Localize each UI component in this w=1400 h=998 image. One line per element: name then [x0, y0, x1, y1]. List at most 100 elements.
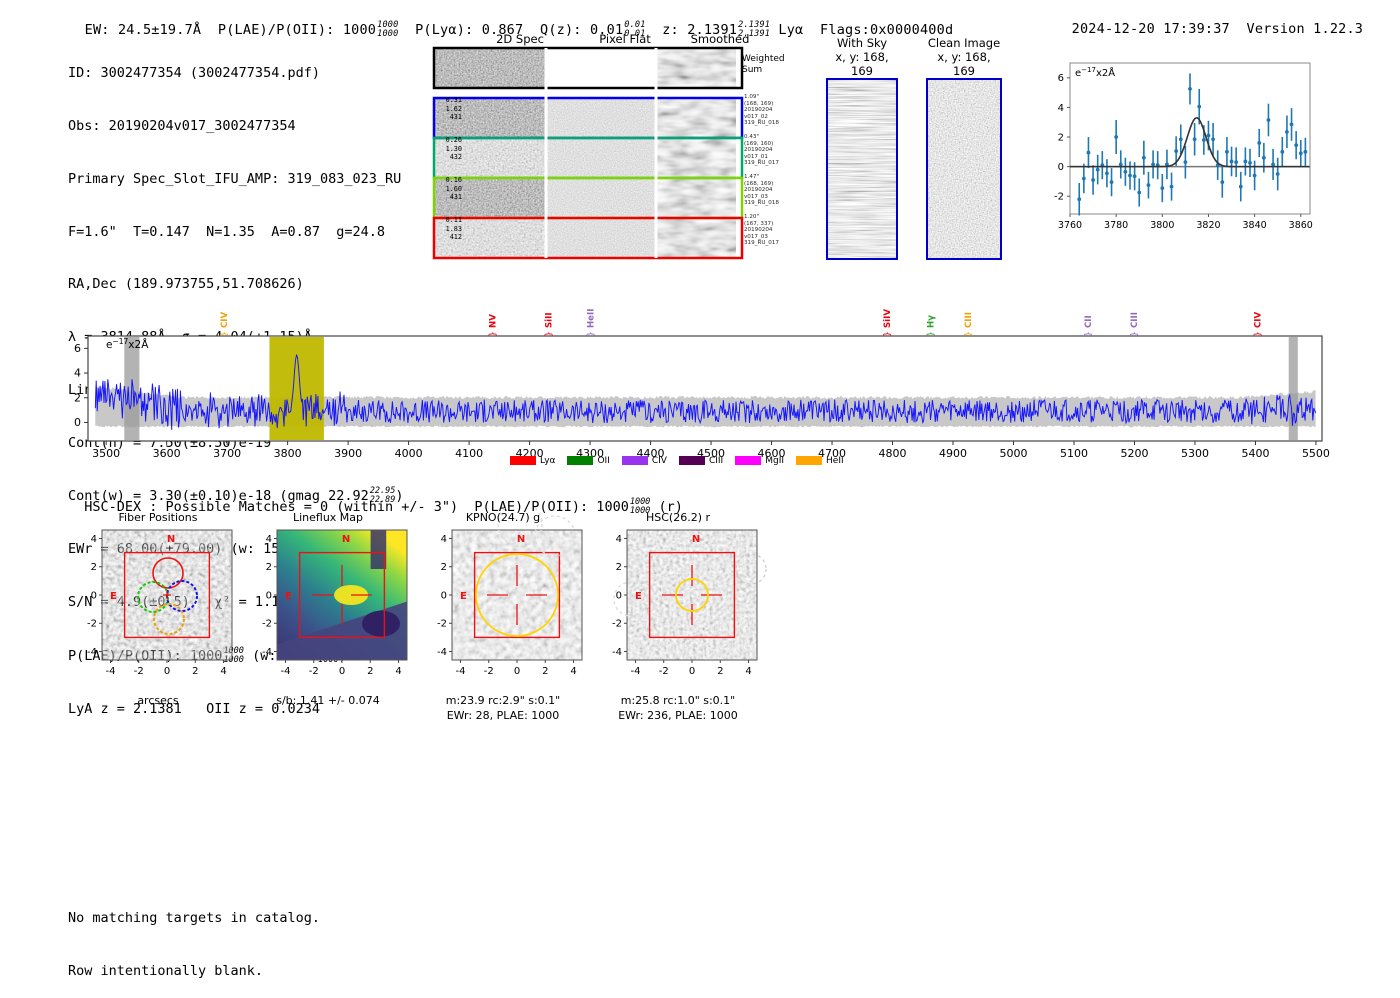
svg-text:2: 2 [1058, 132, 1064, 143]
with-sky-cutout: With Sky x, y: 168, 169 [826, 36, 898, 260]
legend-label-mgii: MgII [765, 455, 785, 466]
svg-text:}: } [489, 331, 499, 337]
svg-text:4: 4 [91, 534, 97, 545]
legend-label-oii: OII [597, 455, 610, 466]
qz-lo: 0.01 [624, 29, 646, 39]
svg-text:4700: 4700 [818, 447, 846, 460]
svg-text:3900: 3900 [334, 447, 362, 460]
hscdex-plae-hi: 1000 [629, 497, 651, 507]
svg-text:3780: 3780 [1104, 220, 1128, 231]
svg-text:5500: 5500 [1302, 447, 1330, 460]
svg-text:3700: 3700 [213, 447, 241, 460]
svg-text:CIV: CIV [220, 311, 230, 328]
plae-lo: 1000 [377, 29, 399, 39]
svg-text:5400: 5400 [1241, 447, 1269, 460]
gmag-hi: 22.95 [369, 486, 396, 497]
svg-text:0: 0 [339, 666, 345, 677]
header-summary: EW: 24.5±19.7Å P(LAE)/P(OII): 1000 1000 10… [68, 5, 953, 39]
header-qz: Q(z): 0.01 [540, 22, 624, 38]
svg-text:4: 4 [616, 534, 622, 545]
spec2d-row-left-1: 0.26 1.30 432 [445, 136, 462, 162]
svg-text:0: 0 [689, 666, 695, 677]
cutout-title-3: HSC(26.2) r [645, 511, 711, 524]
spec2d-image-grid [432, 46, 744, 260]
info-cont-w-pre: Cont(w) = 3.30(±0.10)e-18 (gmag 22.92 [68, 488, 369, 505]
cutout-xlabel-0: arcsecs [137, 694, 179, 707]
svg-text:-2: -2 [484, 666, 494, 677]
svg-text:}: } [1130, 331, 1140, 337]
svg-text:0: 0 [266, 590, 272, 601]
legend-label-lyα: Lyα [540, 455, 556, 466]
svg-text:5100: 5100 [1060, 447, 1088, 460]
info-params: F=1.6" T=0.147 N=1.35 A=0.87 g=24.8 [68, 223, 385, 240]
svg-text:5000: 5000 [1000, 447, 1028, 460]
svg-text:E: E [110, 591, 117, 602]
svg-text:4: 4 [395, 666, 401, 677]
cutout-caption2-3: EWr: 236, PLAE: 1000 [618, 709, 738, 722]
svg-text:3800: 3800 [274, 447, 302, 460]
legend-swatch-heii [796, 456, 823, 465]
spec2d-row-left-3: 0.11 1.83 412 [445, 216, 462, 242]
svg-text:4: 4 [266, 534, 272, 545]
svg-text:0: 0 [164, 666, 170, 677]
legend-swatch-oii [567, 456, 594, 465]
cutout-xlabel-3: m:25.8 rc:1.0" s:0.1" [620, 694, 736, 707]
spec2d-col-title-2: Smoothed [690, 32, 750, 46]
spectrum-legend: Lyα OII CIV CIII MgII HeII [510, 450, 856, 469]
hscdex-plae-lo: 1000 [629, 506, 651, 516]
svg-text:3840: 3840 [1243, 220, 1267, 231]
svg-text:0: 0 [616, 590, 622, 601]
svg-text:N: N [692, 534, 700, 545]
svg-text:3500: 3500 [92, 447, 120, 460]
svg-text:}: } [964, 331, 974, 337]
svg-text:4: 4 [745, 666, 751, 677]
info-obs: Obs: 20190204v017_3002477354 [68, 117, 296, 134]
info-gmag-frac: 22.95 22.89 [370, 487, 396, 505]
svg-text:SiIV: SiIV [883, 309, 893, 328]
svg-text:2: 2 [74, 391, 81, 404]
z-lo: 2.1391 [738, 29, 771, 39]
header-qz-frac: 0.01 0.01 [624, 21, 645, 39]
svg-text:CIII: CIII [1130, 312, 1140, 328]
svg-text:CII: CII [1084, 315, 1094, 328]
svg-text:0: 0 [74, 416, 81, 429]
svg-text:CIV: CIV [1253, 311, 1263, 328]
svg-text:3800: 3800 [1150, 220, 1174, 231]
svg-text:e−17x2Å: e−17x2Å [1075, 66, 1115, 79]
svg-text:E: E [460, 591, 467, 602]
spec2d-row-right-3: 1.20" (167, 337) 20190204 v017_03 319_RU… [744, 214, 779, 247]
svg-text:6: 6 [1058, 73, 1064, 84]
legend-swatch-civ [621, 456, 648, 465]
svg-text:5200: 5200 [1120, 447, 1148, 460]
svg-text:3860: 3860 [1289, 220, 1313, 231]
cutout-caption2-2: EWr: 28, PLAE: 1000 [446, 709, 560, 722]
line-fit-svg: 3760 3780 3800 3820 3840 3860 -2 0 2 4 6 e−17x2Å [1054, 62, 1313, 231]
svg-text:-4: -4 [630, 666, 640, 677]
header-timestamp-version: 2024-12-20 17:39:37 Version 1.22.3 [1055, 5, 1363, 37]
svg-text:-4: -4 [455, 666, 465, 677]
svg-text:4900: 4900 [939, 447, 967, 460]
svg-text:}: } [883, 331, 893, 337]
info-radec: RA,Dec (189.973755,51.708626) [68, 276, 304, 293]
cutout-row: N E -4 -4 -2 -2 0 0 2 2 4 4 N E -4 -4 -2 -2 0 0 2 2 4 4 N E -4 -4 -2… [60, 508, 800, 728]
info-id: ID: 3002477354 (3002477354.pdf) [68, 65, 320, 82]
svg-text:4: 4 [1058, 103, 1064, 114]
info-cont-w: Cont(w) = 3.30(±0.10)e-18 (gmag 22.92 22.… [68, 487, 403, 506]
svg-text:4800: 4800 [879, 447, 907, 460]
full-spectrum-chart: 3500 3600 3700 3800 3900 4000 4100 4200 4300 4400… [60, 278, 1330, 463]
plae-a-hi: 1000 [223, 645, 244, 656]
timestamp: 2024-12-20 17:39:37 [1071, 21, 1230, 37]
legend-label-ciii: CIII [708, 455, 724, 466]
svg-text:CIII: CIII [964, 312, 974, 328]
svg-text:}: } [220, 331, 230, 337]
svg-text:-4: -4 [262, 647, 272, 658]
hscdex-plae-frac: 1000 1000 [630, 498, 650, 516]
spec2d-row-right-2: 1.47" (168, 169) 20190204 v017_03 319_RU… [744, 174, 779, 207]
svg-text:E: E [285, 591, 292, 602]
svg-text:2: 2 [266, 562, 272, 573]
weighted-sum-label: Weighted Sum [742, 54, 785, 75]
header-plya: P(Lyα): 0.867 [415, 22, 524, 38]
legend-label-civ: CIV [651, 455, 667, 466]
svg-text:-2: -2 [262, 619, 272, 630]
footer-line-1: No matching targets in catalog. [68, 910, 320, 927]
